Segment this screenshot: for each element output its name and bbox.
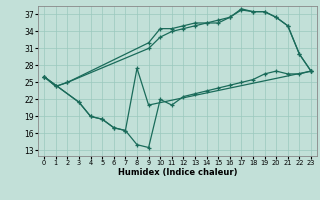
X-axis label: Humidex (Indice chaleur): Humidex (Indice chaleur) xyxy=(118,168,237,177)
